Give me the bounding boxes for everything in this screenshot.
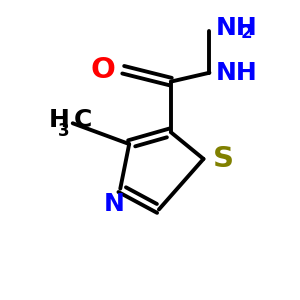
Text: NH: NH [215,61,257,85]
Text: NH: NH [215,16,257,40]
Text: O: O [91,56,116,84]
Text: H: H [49,108,70,132]
Text: N: N [104,192,125,216]
Text: S: S [212,145,233,173]
Text: 3: 3 [58,122,70,140]
Text: 2: 2 [241,24,252,42]
Text: C: C [74,108,93,132]
